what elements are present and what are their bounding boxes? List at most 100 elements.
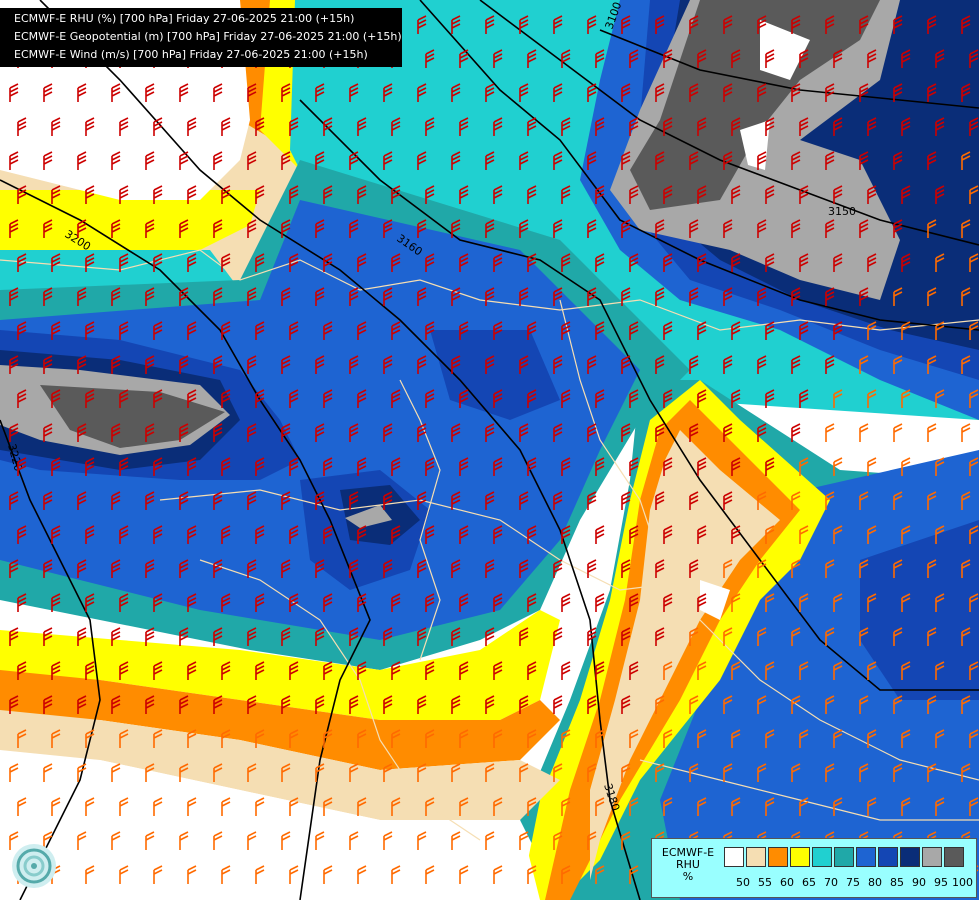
wind-barb <box>179 491 189 510</box>
wind-barb <box>791 695 801 714</box>
wind-barb <box>595 797 605 816</box>
wind-barb <box>757 151 767 170</box>
wind-barb <box>825 491 835 510</box>
wind-barb <box>323 661 333 680</box>
wind-barb <box>17 661 27 680</box>
wind-barb <box>791 423 801 442</box>
wind-barb <box>621 491 631 510</box>
wind-barb <box>153 729 163 748</box>
wind-barb <box>723 151 733 170</box>
wind-barb <box>689 695 699 714</box>
wind-barb <box>493 49 503 68</box>
legend-title-line1: ECMWF-E <box>661 846 715 859</box>
wind-barb <box>77 763 87 782</box>
wind-barb <box>187 321 197 340</box>
title-wind: ECMWF-E Wind (m/s) [700 hPa] Friday 27-0… <box>14 48 368 61</box>
wind-barb <box>85 661 95 680</box>
wind-barb <box>315 151 325 170</box>
wind-barb <box>459 389 469 408</box>
wind-barb <box>213 355 223 374</box>
wind-barb <box>459 593 469 612</box>
wind-barb <box>553 423 563 442</box>
wind-barb <box>247 831 257 850</box>
wind-barb <box>825 627 835 646</box>
wind-barb <box>349 151 359 170</box>
wind-barb <box>187 117 197 136</box>
wind-barb <box>867 117 877 136</box>
wind-barb <box>221 661 231 680</box>
wind-barb <box>391 593 401 612</box>
wind-barb <box>621 15 631 34</box>
wind-barb <box>697 729 707 748</box>
wind-barb <box>757 83 767 102</box>
wind-barb <box>629 593 639 612</box>
wind-barb <box>731 49 741 68</box>
wind-barb <box>757 559 767 578</box>
wind-barb <box>935 117 945 136</box>
wind-barb <box>43 491 53 510</box>
wind-barb <box>663 729 673 748</box>
wind-barb <box>425 321 435 340</box>
wind-barb <box>17 593 27 612</box>
wind-barb <box>51 525 61 544</box>
wind-barb <box>417 627 427 646</box>
wind-barb <box>179 83 189 102</box>
wind-barb <box>493 593 503 612</box>
wind-barb <box>119 797 129 816</box>
wind-barb <box>969 797 979 816</box>
wind-barb <box>969 729 979 748</box>
wind-barb <box>281 287 291 306</box>
wind-barb <box>969 49 979 68</box>
wind-barb <box>349 491 359 510</box>
wind-barb <box>901 253 911 272</box>
wind-barb <box>969 661 979 680</box>
wind-barb <box>255 389 265 408</box>
wind-barb <box>111 219 121 238</box>
wind-barb <box>111 831 121 850</box>
wind-barb <box>833 661 843 680</box>
wind-barb <box>145 219 155 238</box>
wind-barb <box>451 763 461 782</box>
wind-barb <box>723 15 733 34</box>
wind-barb <box>289 525 299 544</box>
wind-barb <box>111 355 121 374</box>
legend-swatch <box>768 847 788 867</box>
wind-barb <box>731 185 741 204</box>
wind-barb <box>349 763 359 782</box>
wind-barb <box>689 151 699 170</box>
wind-barb <box>213 695 223 714</box>
wind-barb <box>935 253 945 272</box>
wind-barb <box>391 253 401 272</box>
wind-barb <box>561 389 571 408</box>
wind-barb <box>383 355 393 374</box>
wind-barb <box>383 287 393 306</box>
wind-barb <box>43 559 53 578</box>
wind-barb <box>17 185 27 204</box>
wind-barb <box>561 593 571 612</box>
wind-barb <box>145 695 155 714</box>
wind-barb <box>901 525 911 544</box>
wind-barb <box>213 627 223 646</box>
wind-barb <box>289 389 299 408</box>
wind-barb <box>9 83 19 102</box>
wind-barb <box>323 185 333 204</box>
wind-barb <box>391 797 401 816</box>
wind-barb <box>77 423 87 442</box>
legend-tick: 80 <box>868 876 882 889</box>
wind-barb <box>663 389 673 408</box>
wind-barb <box>153 865 163 884</box>
wind-barb <box>893 695 903 714</box>
wind-barb <box>145 831 155 850</box>
wind-barb <box>417 151 427 170</box>
legend-tick: 100 <box>952 876 973 889</box>
wind-barb <box>697 593 707 612</box>
wind-barb <box>187 253 197 272</box>
wind-barb <box>357 185 367 204</box>
wind-barb <box>145 491 155 510</box>
wind-barb <box>485 423 495 442</box>
wind-barb <box>621 695 631 714</box>
wind-barb <box>383 763 393 782</box>
wind-barb <box>663 797 673 816</box>
wind-barb <box>349 695 359 714</box>
wind-barb <box>587 355 597 374</box>
